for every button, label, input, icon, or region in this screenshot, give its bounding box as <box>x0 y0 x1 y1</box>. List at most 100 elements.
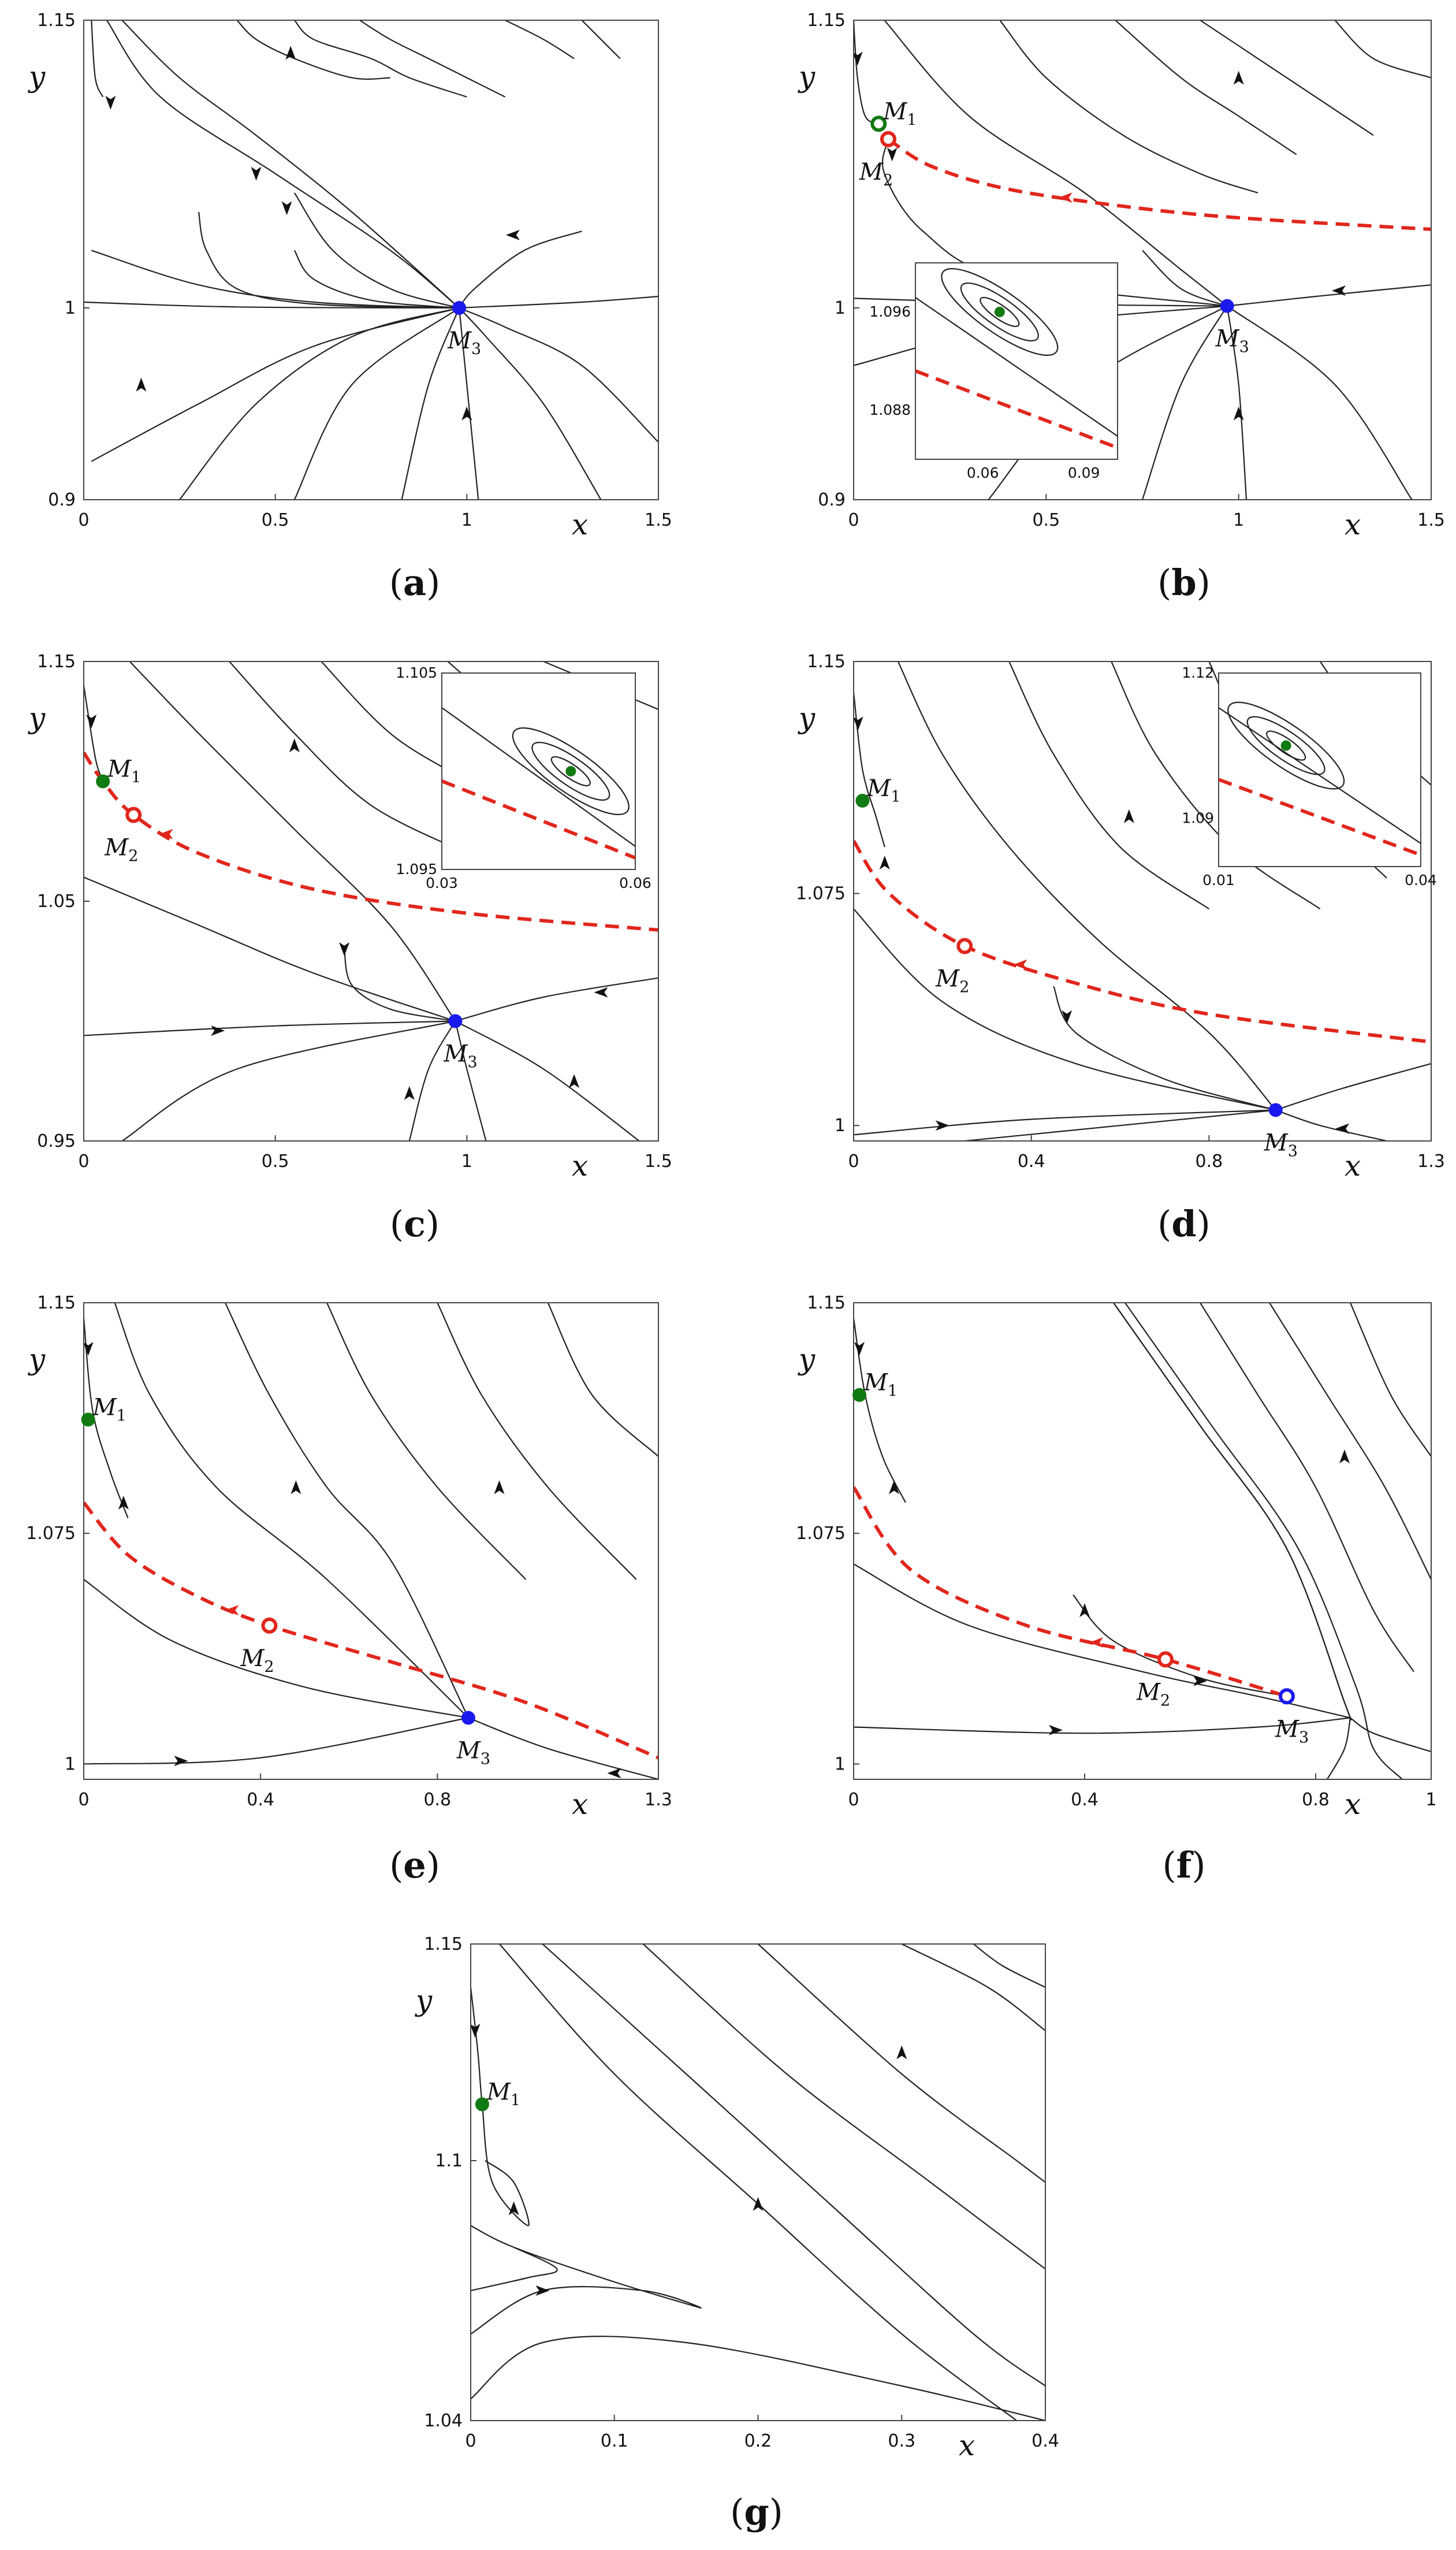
flow-arrow <box>291 1480 301 1495</box>
y-tick-label: 1.1 <box>435 2151 463 2171</box>
trajectory-line <box>1334 20 1431 79</box>
caption-close-paren: ) <box>426 1203 440 1245</box>
flow-arrow-head <box>935 1120 949 1131</box>
flow-arrow-head <box>879 856 890 870</box>
point-label-subscript: 1 <box>888 1382 898 1400</box>
point-label-subscript: 3 <box>1299 1729 1309 1746</box>
separatrix-arrow <box>1058 192 1073 203</box>
flow-arrow-head <box>1062 1010 1073 1024</box>
trajectory-line <box>84 1717 469 1765</box>
trajectory-line <box>757 1944 1045 2183</box>
inset-frame <box>915 262 1118 460</box>
x-tick-label: 1.3 <box>1417 1151 1445 1172</box>
flow-arrow <box>1233 70 1244 85</box>
flow-arrow <box>854 51 863 66</box>
point-label-subscript: 2 <box>1160 1692 1170 1709</box>
inset-trajectory <box>442 707 635 847</box>
inset-orbit <box>1227 701 1345 790</box>
trajectory-line <box>84 876 456 1022</box>
trajectories <box>471 1944 1045 2421</box>
trajectory-line <box>1008 661 1210 910</box>
flow-arrow-head <box>494 1480 505 1495</box>
flow-arrow-head <box>105 95 116 110</box>
trajectory-line <box>401 307 460 500</box>
x-tick-label: 0.1 <box>601 2431 628 2451</box>
separatrix-arrow <box>159 828 173 839</box>
separatrix-arrow <box>1013 959 1027 970</box>
flow-arrow-head <box>889 1480 899 1495</box>
caption-letter: e <box>403 1844 426 1886</box>
flow-arrow-head <box>289 738 300 753</box>
flow-arrow <box>461 406 472 421</box>
caption-letter: g <box>744 2491 769 2533</box>
inset-x-tick-label: 0.09 <box>1068 464 1100 481</box>
equilibrium-point-M2 <box>125 806 142 823</box>
flow-arrow-head <box>1339 1449 1350 1464</box>
equilibrium-point-M1 <box>852 1388 866 1402</box>
flow-arrow <box>1335 1123 1350 1134</box>
flow-arrow-head <box>1233 70 1244 85</box>
trajectory-line <box>1200 1303 1414 1672</box>
x-tick-label: 1.3 <box>645 1790 672 1810</box>
x-tick-label: 0.4 <box>1071 1790 1098 1810</box>
trajectory-line <box>455 1020 640 1141</box>
flow-arrow <box>285 46 296 60</box>
flow-arrow-head <box>854 51 863 66</box>
inset-curves <box>442 707 635 860</box>
trajectory-line <box>293 192 460 309</box>
trajectories <box>84 20 658 500</box>
inset-x-tick-label: 0.06 <box>619 875 651 891</box>
trajectory-line <box>854 908 1276 1111</box>
point-label-M1: M1 <box>866 775 900 806</box>
flow-arrow <box>281 201 292 215</box>
x-axis-label: x <box>1345 1149 1361 1183</box>
flow-arrow-head <box>1332 285 1346 296</box>
inset-x-tick-label: 0.04 <box>1405 872 1437 889</box>
equilibrium-point-M3 <box>452 301 467 315</box>
y-tick-label: 1.15 <box>807 652 846 672</box>
panel-caption: (b) <box>1157 562 1211 604</box>
trajectory-line <box>455 1021 487 1141</box>
flow-arrow <box>1062 1010 1073 1024</box>
trajectory-line <box>129 661 456 1022</box>
trajectories <box>854 1303 1431 1779</box>
inset-y-tick-label: 1.105 <box>396 664 437 681</box>
trajectory-line <box>1227 305 1413 500</box>
flow-arrow <box>1079 1603 1090 1618</box>
trajectory-line <box>1124 1303 1403 1779</box>
trajectory-line <box>468 1717 658 1779</box>
trajectory-line <box>1200 20 1374 136</box>
y-tick-label: 0.95 <box>37 1131 76 1151</box>
separatrix-arrow-head <box>1013 959 1027 970</box>
flow-arrow <box>118 1496 129 1510</box>
trajectory-line <box>459 296 658 309</box>
x-tick-label: 0 <box>848 1151 859 1172</box>
point-label-M2: M2 <box>104 835 138 865</box>
inset-orbit <box>980 296 1020 328</box>
caption-letter: b <box>1171 562 1196 604</box>
flow-arrow <box>753 2197 764 2211</box>
trajectory-line <box>106 20 460 308</box>
separatrix-line <box>854 839 1431 1044</box>
y-axis-label: y <box>798 701 815 735</box>
caption-close-paren: ) <box>1197 562 1211 604</box>
flow-arrow <box>1332 285 1346 296</box>
caption-letter: f <box>1176 1844 1194 1886</box>
x-tick-label: 1 <box>1233 510 1244 530</box>
point-label-letter: M <box>1264 1129 1289 1156</box>
trajectory-line <box>198 211 460 309</box>
separatrix-arrow-head <box>159 828 173 839</box>
trajectory-line <box>236 20 390 80</box>
panel-caption: (g) <box>730 2491 783 2533</box>
trajectory-line <box>1275 1063 1431 1111</box>
x-axis-label: x <box>959 2429 975 2462</box>
trajectory-line <box>471 1987 530 2226</box>
flow-arrow-head <box>118 1496 129 1510</box>
caption-open-paren: ( <box>1157 562 1171 604</box>
y-tick-label: 1.04 <box>424 2411 463 2431</box>
separatrix-arrow-head <box>1058 192 1073 203</box>
y-axis-label: y <box>28 701 46 735</box>
x-axis-label: x <box>572 1787 588 1821</box>
